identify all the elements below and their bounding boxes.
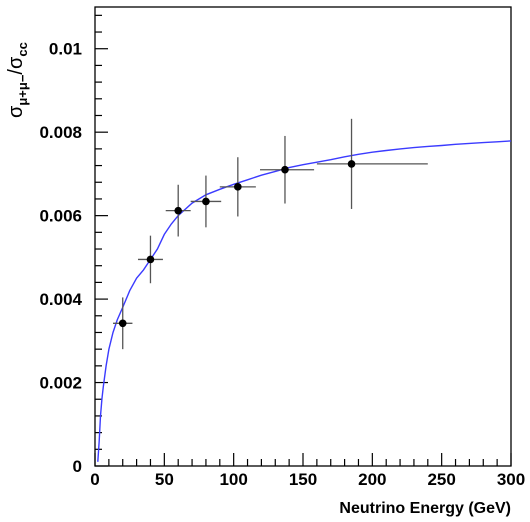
- x-tick-label: 200: [358, 470, 386, 489]
- y-tick-label: 0.004: [39, 290, 82, 309]
- y-axis-title-sigma-1: σ: [5, 105, 27, 118]
- y-tick-label: 0.008: [39, 123, 82, 142]
- plot-frame: [94, 6, 512, 467]
- data-point: [202, 197, 210, 206]
- data-point-group: [113, 297, 133, 350]
- data-point: [146, 255, 155, 264]
- y-axis-title-sub-2: cc: [15, 42, 30, 56]
- data-point-group: [165, 184, 191, 237]
- data-point: [118, 319, 127, 328]
- data-point: [347, 160, 356, 168]
- data-point: [234, 183, 242, 191]
- y-tick-label: 0.002: [39, 374, 82, 393]
- y-tick-label: 0.01: [49, 40, 82, 59]
- x-tick-label: 50: [155, 470, 174, 489]
- tick-labels-layer: 0 50 100 150 200 250 300 0 0.002 0.004 0.006 0.008 0…: [39, 40, 525, 489]
- data-points-layer: [113, 118, 428, 350]
- curve-layer: [97, 140, 512, 462]
- data-point-group: [137, 235, 163, 284]
- x-tick-label: 0: [90, 470, 99, 489]
- data-point-group: [316, 118, 428, 209]
- x-tick-label: 250: [427, 470, 455, 489]
- x-tick-label: 150: [289, 470, 317, 489]
- y-axis-title-sub-1: μ+μ−: [15, 74, 30, 105]
- data-point: [174, 206, 182, 215]
- plot-frame-box: [94, 6, 512, 467]
- data-point-group: [219, 157, 256, 217]
- svg-text:σμ+μ−/σcc: σμ+μ−/σcc: [5, 42, 30, 118]
- data-point: [281, 165, 289, 174]
- y-axis-title: σμ+μ−/σcc: [5, 42, 30, 118]
- x-axis-title: Neutrino Energy (GeV): [339, 500, 511, 517]
- y-tick-label: 0.006: [39, 207, 82, 226]
- y-axis-title-sigma-2: σ: [5, 56, 27, 69]
- data-point-group: [260, 135, 315, 204]
- x-tick-label: 300: [497, 470, 525, 489]
- y-tick-label: 0: [73, 457, 82, 476]
- axis-ticks: [94, 14, 512, 467]
- model-curve: [97, 140, 512, 462]
- x-tick-label: 100: [219, 470, 247, 489]
- data-point-group: [190, 175, 222, 228]
- y-axis-title-slash: /: [5, 69, 27, 75]
